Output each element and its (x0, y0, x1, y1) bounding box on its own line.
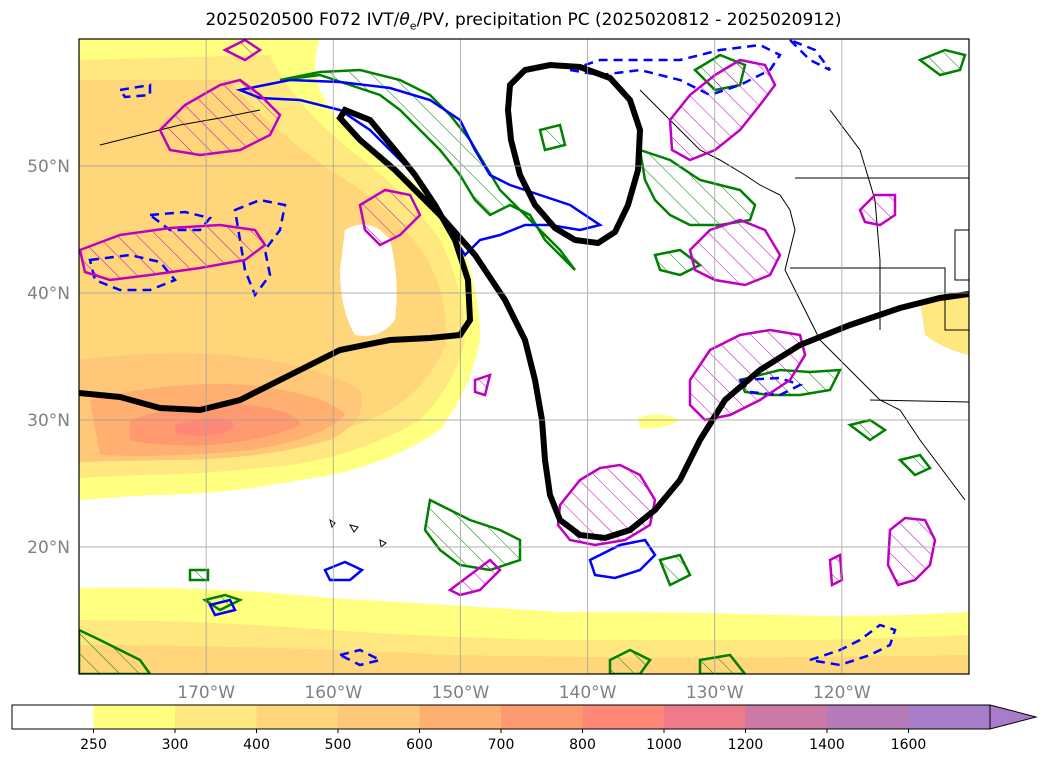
longitude-tick-label: 150°W (432, 683, 490, 703)
longitude-labels: 170°W 160°W 150°W 140°W 130°W 120°W (177, 683, 871, 703)
latitude-tick-label: 40°N (27, 284, 70, 304)
colorbar-segment (582, 705, 665, 729)
latitude-tick-label: 50°N (27, 157, 70, 177)
ivt-shading (79, 39, 969, 674)
colorbar-tick-label: 1000 (646, 737, 682, 753)
colorbar-tick-label: 1600 (891, 737, 927, 753)
latitude-tick-label: 20°N (27, 538, 70, 558)
plot-area (79, 39, 969, 674)
colorbar-segment (745, 705, 828, 729)
colorbar-tick-label: 500 (325, 737, 352, 753)
colorbar-tick-label: 250 (80, 737, 107, 753)
map-frame (78, 38, 970, 675)
colorbar-segment (419, 705, 502, 729)
colorbar-tick-label: 700 (488, 737, 515, 753)
colorbar-segment (12, 705, 94, 729)
magenta-contours (79, 39, 937, 597)
latitude-labels: 50°N 40°N 30°N 20°N (27, 157, 70, 558)
colorbar-tick-label: 600 (406, 737, 433, 753)
colorbar-tick-label: 800 (569, 737, 596, 753)
colorbar-segment (256, 705, 339, 729)
colorbar: 250 300 400 500 600 700 800 1000 1200 1400 1600 (11, 704, 1038, 753)
colorbar-segment (175, 705, 257, 729)
colorbar-tick-label: 400 (243, 737, 270, 753)
longitude-tick-label: 140°W (559, 683, 617, 703)
blue-solid-contours (208, 78, 657, 617)
colorbar-segment (93, 705, 176, 729)
latitude-tick-label: 30°N (27, 411, 70, 431)
longitude-tick-label: 120°W (813, 683, 871, 703)
colorbar-tick-label: 1200 (728, 737, 764, 753)
longitude-tick-label: 160°W (304, 683, 362, 703)
colorbar-segment (501, 705, 583, 729)
colorbar-segment (908, 705, 991, 729)
colorbar-tick-label: 1400 (809, 737, 845, 753)
gridlines (79, 39, 969, 674)
longitude-tick-label: 130°W (686, 683, 744, 703)
pv-contours (79, 61, 969, 542)
longitude-tick-label: 170°W (177, 683, 235, 703)
figure-title: 2025020500 F072 IVT/θe/PV, precipitation… (205, 10, 842, 33)
colorbar-extend-arrow (989, 704, 1038, 730)
colorbar-segment (827, 705, 909, 729)
colorbar-tick-label: 300 (162, 737, 189, 753)
colorbar-segment (664, 705, 746, 729)
colorbar-segment (338, 705, 420, 729)
